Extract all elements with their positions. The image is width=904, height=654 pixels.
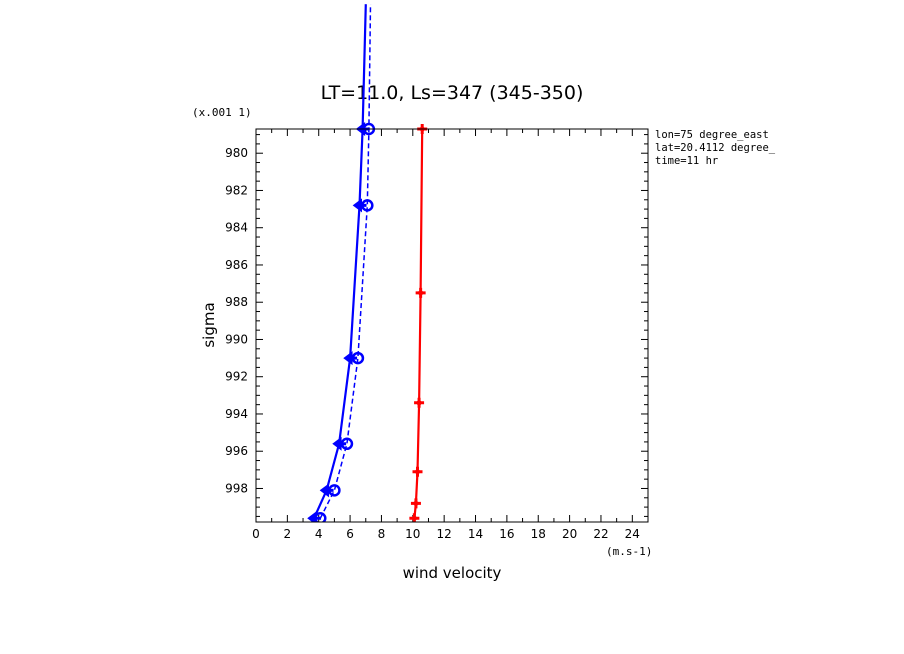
y-tick-label: 996: [225, 444, 248, 458]
series-2-point: [328, 484, 341, 497]
y-tick-label: 980: [225, 146, 248, 160]
x-tick-label: 22: [593, 527, 608, 541]
y-tick-label: 992: [225, 370, 248, 384]
x-tick-label: 8: [378, 527, 386, 541]
x-tick-label: 4: [315, 527, 323, 541]
x-tick-label: 12: [437, 527, 452, 541]
x-tick-label: 16: [499, 527, 514, 541]
x-axis-label: wind velocity: [403, 564, 502, 582]
series-3-point-dot: [415, 469, 421, 475]
series-3-line: [413, 128, 424, 519]
x-tick-label: 2: [284, 527, 292, 541]
chart-title: LT=11.0, Ls=347 (345-350): [321, 82, 584, 104]
y-tick-label: 986: [225, 258, 248, 272]
series-3-point-dot: [411, 515, 417, 521]
axis-ticks: 0 2 4 6 8 10 12 14 16 18 20 22 249809829849869889909…: [225, 129, 648, 541]
annotation-lat: lat=20.4112 degree_: [655, 142, 776, 154]
annotation-lon: lon=75 degree_east: [655, 129, 769, 141]
y-tick-label: 990: [225, 332, 248, 346]
y-axis-label: sigma: [200, 302, 218, 347]
x-tick-label: 10: [405, 527, 420, 541]
x-tick-label: 6: [346, 527, 354, 541]
x-tick-label: 24: [625, 527, 640, 541]
y-tick-label: 994: [225, 407, 248, 421]
x-tick-label: 0: [252, 527, 260, 541]
x-tick-label: 14: [468, 527, 483, 541]
series-3-point-dot: [413, 500, 419, 506]
y-tick-label: 988: [225, 295, 248, 309]
series-3-point-dot: [418, 290, 424, 296]
annotation-time: time=11 hr: [655, 155, 718, 167]
x-tick-label: 20: [562, 527, 577, 541]
plot-frame: [255, 128, 649, 523]
series-2-point: [351, 351, 365, 365]
x-unit-label: (m.s-1): [606, 545, 652, 558]
series-2-point: [361, 199, 374, 212]
series-2-point: [314, 512, 327, 522]
y-tick-label: 984: [225, 221, 248, 235]
y-tick-label: 998: [225, 481, 248, 495]
x-tick-label: 18: [531, 527, 546, 541]
series-2-point: [340, 437, 354, 451]
y-tick-label: 982: [225, 183, 248, 197]
series-3-point-dot: [416, 400, 422, 406]
y-unit-label: (x.001 1): [192, 106, 252, 119]
